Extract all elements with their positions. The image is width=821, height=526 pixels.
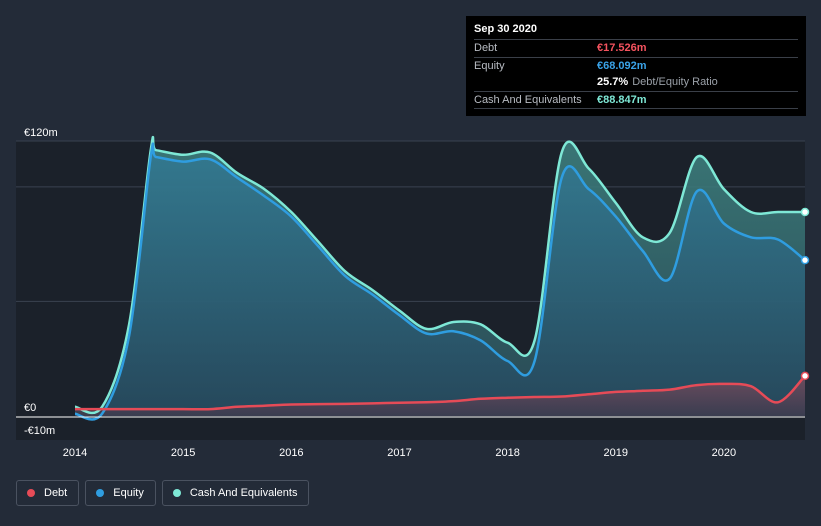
tooltip-ratio-value: 25.7% xyxy=(597,76,629,89)
x-axis-labels: 2014 2015 2016 2017 2018 2019 2020 xyxy=(63,447,736,459)
tooltip-equity-value: €68.092m xyxy=(597,59,647,72)
tooltip-ratio-label: Debt/Equity Ratio xyxy=(632,76,718,89)
tooltip-date: Sep 30 2020 xyxy=(474,23,537,35)
x-tick-label: 2017 xyxy=(387,447,411,459)
x-tick-label: 2019 xyxy=(604,447,628,459)
line-equity xyxy=(74,142,806,421)
area-equity xyxy=(75,143,805,420)
legend-equity-label: Equity xyxy=(113,487,144,499)
line-debt xyxy=(74,375,806,411)
line-cash-and-equivalents xyxy=(74,135,805,415)
x-tick-label: 2015 xyxy=(171,447,195,459)
x-tick-label: 2016 xyxy=(279,447,303,459)
tooltip-cash-value: €88.847m xyxy=(597,93,647,106)
end-marker-equity xyxy=(800,255,810,265)
y-tick-label: €0 xyxy=(24,402,36,414)
legend-debt-dot-icon xyxy=(27,489,35,497)
end-marker-debt xyxy=(800,371,810,381)
legend-cash-label: Cash And Equivalents xyxy=(189,487,298,499)
tooltip-debt-value: €17.526m xyxy=(597,42,647,55)
legend: Debt Equity Cash And Equivalents xyxy=(16,480,310,506)
tooltip-row-ratio: 25.7% Debt/Equity Ratio xyxy=(474,74,798,91)
y-axis-labels: €120m €0 -€10m xyxy=(24,127,58,437)
x-tick-label: 2014 xyxy=(63,447,87,459)
tooltip-cash-label: Cash And Equivalents xyxy=(474,93,582,106)
tooltip-row-cash: Cash And Equivalents €88.847m xyxy=(474,90,798,109)
legend-item-cash[interactable]: Cash And Equivalents xyxy=(161,480,310,506)
tooltip-row-debt: Debt €17.526m xyxy=(474,39,798,57)
x-tick-label: 2020 xyxy=(712,447,736,459)
tooltip-panel: Sep 30 2020 Debt €17.526m Equity €68.092… xyxy=(466,16,806,116)
legend-debt-label: Debt xyxy=(44,487,68,499)
tooltip-equity-label: Equity xyxy=(474,59,505,72)
legend-item-equity[interactable]: Equity xyxy=(85,480,156,506)
y-tick-label: €120m xyxy=(24,127,58,139)
legend-cash-dot-icon xyxy=(172,489,181,497)
legend-item-debt[interactable]: Debt xyxy=(16,480,80,506)
tooltip-debt-label: Debt xyxy=(474,42,498,55)
legend-equity-dot-icon xyxy=(96,489,105,497)
y-tick-label: -€10m xyxy=(24,425,55,437)
series-lines xyxy=(74,135,806,421)
end-marker-cash-and-equivalents xyxy=(800,207,810,217)
x-tick-label: 2018 xyxy=(495,447,519,459)
tooltip-row-equity: Equity €68.092m xyxy=(474,56,798,75)
series-end-markers xyxy=(800,207,810,381)
